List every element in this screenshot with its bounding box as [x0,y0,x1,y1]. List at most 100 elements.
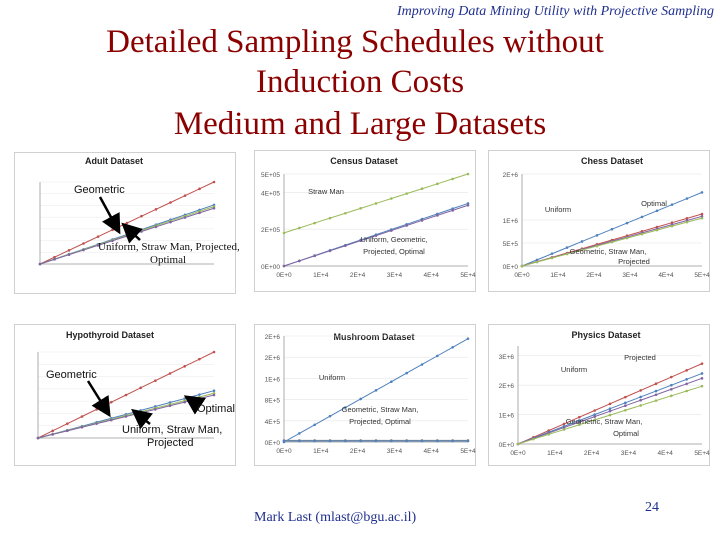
mushroom-point [359,397,362,401]
physics-point [608,413,612,417]
chess-point [670,224,674,228]
mushroom-point [390,439,393,443]
mushroom-annotation: Geometric, Straw Man, [342,405,419,414]
mushroom-point [298,432,301,435]
adult-point [82,242,85,245]
census-ytick-label: 0E+00 [261,264,280,271]
physics-point [700,377,704,380]
census-xtick-label: 3E+4 [387,272,403,279]
adult-optimal-label: Optimal [150,254,187,266]
mushroom-xtick-label: 1E+4 [313,448,329,455]
mushroom-point [390,380,393,384]
mushroom-point [451,345,454,349]
hypothyroid-point [198,357,201,361]
chess-point [610,227,614,231]
hypothyroid-point [110,400,113,404]
chess-point [685,220,689,224]
hypothyroid-chart-panel: Hypothyroid Dataset [14,324,236,466]
physics-point [562,428,566,431]
hypothyroid-point [154,408,157,411]
adult-point [169,201,172,204]
chess-point [700,191,704,194]
chess-annotation: Optimal [641,199,667,208]
adult-point [38,262,42,266]
chess-xtick-label: 3E+4 [622,272,638,279]
physics-point [654,382,658,386]
mushroom-chart-panel: Mushroom Dataset 0E+0 4E+5 8E+5 1E+6 2E+6 2E+6… [254,324,476,466]
chess-ytick-label: 0E+0 [503,264,519,271]
chess-xtick-label: 4E+4 [658,272,674,279]
chess-point [640,232,644,236]
census-point [328,249,332,253]
physics-point [624,408,627,412]
census-xtick-label: 5E+4 [460,272,476,279]
hypothyroid-point [212,389,216,392]
physics-point [593,413,596,416]
adult-point [125,221,129,225]
physics-point [593,418,596,422]
adult-chart-panel: Adult Dataset [14,152,236,294]
adult-point [212,180,216,184]
mushroom-point [436,439,439,443]
chess-annotation: Geometric, Straw Man, [570,247,647,256]
chess-point [625,236,629,240]
physics-annotation: Projected [624,353,656,362]
census-point [344,211,347,215]
slide-title-line-2: Induction Costs [255,64,465,100]
footer-author: Mark Last (mlast@bgu.ac.il) [254,510,417,525]
physics-ytick-label: 2E+6 [499,383,515,390]
physics-xtick-label: 3E+4 [621,450,637,457]
chess-title: Chess Dataset [581,156,643,166]
census-point [405,192,408,195]
adult-point [96,244,100,247]
mushroom-ytick-label: 4E+5 [265,419,281,426]
hypothyroid-point [168,401,172,404]
physics-point [670,375,673,379]
hypothyroid-point [80,415,84,418]
mushroom-point [328,439,332,443]
mushroom-point [328,414,332,418]
mushroom-point [374,389,378,392]
physics-annotation: Optimal [613,429,639,438]
hypothyroid-point [168,372,172,375]
adult-point [96,235,100,238]
chess-point [520,264,524,268]
census-point [374,234,378,237]
chess-annotation: Projected [618,257,650,266]
adult-title: Adult Dataset [85,156,143,166]
adult-point [111,228,114,232]
adult-point [82,248,85,252]
chess-point [595,234,599,237]
mushroom-point [420,439,424,443]
chess-chart-panel: Chess Dataset 0E+0 5E+5 1E+6 2E+6 0E+0 1E+4 2E+… [488,150,710,292]
census-chart: Census Dataset 0E+00 2E+05 4E+05 5E+05 0E+0 1E… [254,150,476,292]
census-ytick-label: 5E+05 [261,172,280,179]
adult-point [67,253,71,257]
census-title: Census Dataset [330,156,398,166]
chess-ytick-label: 5E+5 [503,241,519,248]
physics-point [608,402,612,406]
census-chart-panel: Census Dataset 0E+00 2E+05 4E+05 5E+05 0E+0 1E… [254,150,476,292]
physics-point [639,389,642,392]
mushroom-point [359,439,362,443]
adult-geometric-label: Geometric [74,184,125,196]
census-point [420,187,424,191]
physics-annotation: Uniform [561,365,587,374]
census-point [374,202,378,205]
census-point [359,207,362,210]
mushroom-point [344,439,347,443]
adult-point [53,258,56,261]
physics-point [562,426,566,429]
hypothyroid-point [139,411,142,415]
census-point [405,224,408,227]
census-point [313,221,316,225]
mushroom-point [405,371,408,375]
chess-point [655,228,659,232]
adult-point [198,211,201,215]
physics-chart-panel: Physics Dataset 0E+0 1E+6 2E+6 3E+6 0E+0 1E+4 2… [488,324,710,466]
hypothyroid-point [198,397,201,400]
chess-point [550,256,554,260]
physics-point [639,404,642,407]
physics-xtick-label: 0E+0 [510,450,526,457]
mushroom-xtick-label: 2E+4 [350,448,366,455]
